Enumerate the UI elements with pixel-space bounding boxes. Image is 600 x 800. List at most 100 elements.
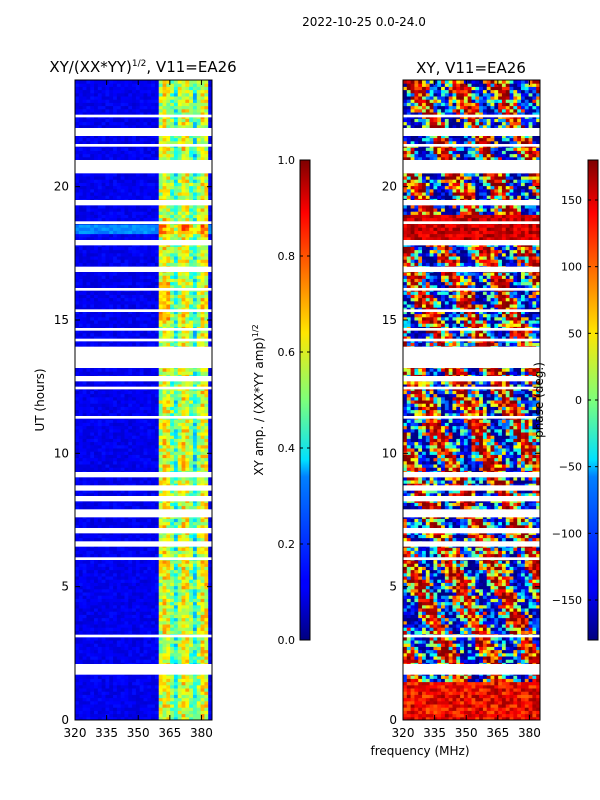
amplitude-ratio-cell (82, 278, 87, 283)
amplitude-ratio-cell (82, 649, 87, 654)
amplitude-ratio-cell (128, 646, 133, 651)
amplitude-ratio-cell (151, 342, 156, 347)
amplitude-ratio-cell (75, 560, 80, 564)
amplitude-ratio-cell (181, 579, 186, 583)
amplitude-ratio-cell (189, 451, 194, 455)
amplitude-ratio-cell (101, 502, 106, 507)
amplitude-ratio-cell (173, 678, 179, 683)
amplitude-ratio-heatmap (75, 80, 212, 720)
amplitude-ratio-cell (94, 624, 99, 628)
amplitude-ratio-cell (208, 419, 212, 423)
amplitude-ratio-cell (116, 457, 122, 462)
amplitude-ratio-cell (128, 518, 133, 523)
amplitude-ratio-cell (75, 294, 80, 299)
amplitude-ratio-cell (113, 646, 118, 651)
amplitude-ratio-cell (158, 521, 164, 526)
amplitude-ratio-cell (170, 624, 175, 628)
amplitude-ratio-cell (192, 278, 198, 283)
amplitude-ratio-cell (97, 460, 103, 465)
amplitude-ratio-cell (185, 592, 190, 596)
amplitude-ratio-cell (82, 614, 87, 619)
amplitude-ratio-cell (196, 595, 202, 599)
amplitude-ratio-cell (82, 438, 87, 443)
amplitude-ratio-cell (166, 320, 171, 324)
amplitude-ratio-cell (189, 502, 194, 507)
amplitude-ratio-cell (147, 691, 152, 695)
amplitude-ratio-cell (185, 336, 190, 340)
amplitude-ratio-cell (170, 595, 175, 599)
amplitude-ratio-cell (185, 284, 190, 289)
amplitude-ratio-cell (166, 403, 171, 407)
amplitude-ratio-cell (82, 697, 87, 702)
amplitude-ratio-cell (189, 675, 194, 679)
amplitude-ratio-cell (204, 611, 209, 615)
amplitude-ratio-cell (135, 371, 141, 375)
amplitude-ratio-cell (101, 316, 106, 321)
amplitude-ratio-cell (113, 483, 118, 487)
amplitude-ratio-cell (90, 441, 95, 446)
amplitude-ratio-cell (170, 630, 175, 635)
amplitude-ratio-cell (189, 566, 194, 571)
amplitude-ratio-cell (124, 438, 129, 443)
amplitude-ratio-cell (128, 448, 133, 452)
amplitude-ratio-cell (158, 630, 164, 635)
amplitude-ratio-cell (208, 640, 212, 644)
amplitude-ratio-cell (154, 403, 160, 407)
amplitude-ratio-cell (154, 476, 160, 481)
amplitude-ratio-cell (158, 707, 164, 711)
amplitude-ratio-cell (75, 707, 80, 711)
amplitude-ratio-cell (170, 700, 175, 705)
amplitude-ratio-cell (185, 656, 190, 660)
amplitude-ratio-cell (162, 652, 167, 657)
amplitude-ratio-cell (78, 710, 84, 715)
amplitude-ratio-cell (147, 284, 152, 289)
amplitude-ratio-cell (200, 560, 205, 564)
amplitude-ratio-cell (101, 505, 106, 510)
amplitude-ratio-cell (116, 275, 122, 279)
amplitude-ratio-cell (132, 464, 137, 468)
amplitude-ratio-cell (204, 304, 209, 308)
amplitude-ratio-cell (105, 336, 110, 340)
amplitude-ratio-cell (101, 403, 106, 407)
amplitude-ratio-cell (177, 518, 183, 523)
amplitude-ratio-cell (151, 320, 156, 324)
amplitude-ratio-cell (162, 614, 167, 619)
amplitude-ratio-cell (151, 300, 156, 305)
amplitude-ratio-cell (97, 438, 103, 443)
amplitude-ratio-cell (75, 371, 80, 375)
amplitude-ratio-cell (128, 604, 133, 609)
amplitude-ratio-cell (128, 444, 133, 449)
amplitude-ratio-cell (181, 585, 186, 590)
amplitude-ratio-cell (143, 652, 148, 657)
amplitude-ratio-cell (109, 396, 114, 401)
amplitude-ratio-cell (204, 534, 209, 539)
amplitude-ratio-cell (132, 336, 137, 340)
amplitude-ratio-cell (166, 624, 171, 628)
amplitude-ratio-cell (154, 310, 160, 315)
amplitude-ratio-cell (132, 608, 137, 612)
amplitude-ratio-cell (128, 409, 133, 414)
amplitude-ratio-cell (128, 569, 133, 574)
amplitude-ratio-cell (185, 438, 190, 443)
amplitude-ratio-cell (154, 409, 160, 414)
amplitude-ratio-cell (173, 652, 179, 657)
amplitude-ratio-cell (139, 566, 144, 571)
amplitude-ratio-cell (143, 566, 148, 571)
amplitude-ratio-cell (143, 649, 148, 654)
amplitude-ratio-cell (75, 569, 80, 574)
amplitude-ratio-cell (124, 611, 129, 615)
amplitude-ratio-cell (86, 569, 91, 574)
amplitude-ratio-cell (151, 454, 156, 459)
amplitude-ratio-cell (151, 313, 156, 318)
amplitude-ratio-cell (101, 329, 106, 334)
amplitude-ratio-cell (154, 368, 160, 372)
amplitude-ratio-cell (204, 617, 209, 622)
amplitude-ratio-cell (132, 476, 137, 481)
amplitude-ratio-cell (120, 291, 125, 295)
amplitude-ratio-cell (166, 700, 171, 705)
amplitude-ratio-cell (208, 403, 212, 407)
amplitude-ratio-cell (113, 457, 118, 462)
amplitude-ratio-cell (139, 412, 144, 417)
amplitude-ratio-cell (139, 403, 144, 407)
amplitude-ratio-cell (135, 624, 141, 628)
